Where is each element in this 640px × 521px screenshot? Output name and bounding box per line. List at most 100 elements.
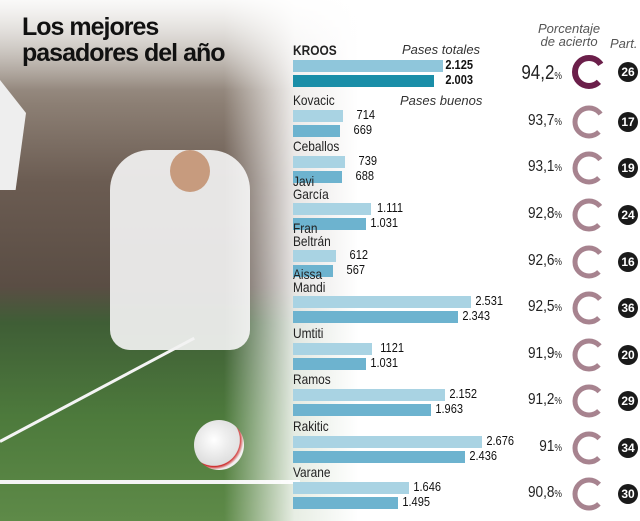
value-total: 2.676: [485, 433, 514, 448]
value-total: 612: [349, 247, 369, 262]
accuracy-value: 92,5%: [511, 298, 562, 316]
accuracy-number: 92,5: [527, 298, 555, 315]
header-line: de acierto: [540, 34, 598, 49]
matches-badge: 16: [618, 252, 638, 272]
accuracy-value: 91,9%: [511, 345, 562, 363]
accuracy-value: 91%: [511, 438, 562, 456]
ring-arc: [572, 55, 606, 89]
bar-total: [293, 343, 373, 355]
bar-good: [293, 171, 342, 183]
accuracy-ring: [571, 244, 607, 285]
accuracy-value: 93,1%: [511, 158, 562, 176]
accuracy-ring: [571, 383, 607, 424]
header-pases-totales: Pases totales: [402, 42, 481, 57]
accuracy-number: 93,7: [527, 112, 555, 129]
accuracy-number: 92,6: [527, 252, 555, 269]
accuracy-unit: %: [554, 257, 562, 268]
header-porcentaje: Porcentaje de acierto: [538, 22, 600, 48]
ring-arc: [572, 151, 606, 185]
accuracy-unit: %: [554, 163, 562, 174]
accuracy-unit: %: [554, 117, 562, 128]
matches-badge: 36: [618, 298, 638, 318]
title-line: pasadores del año: [22, 39, 226, 67]
value-good: 2.003: [445, 72, 473, 87]
matches-badge: 34: [618, 438, 638, 458]
accuracy-unit: %: [554, 443, 562, 454]
value-good: 688: [355, 168, 374, 183]
player-name: Fran Beltrán: [293, 220, 331, 249]
value-good: 669: [353, 122, 373, 137]
player-name: Varane: [293, 464, 331, 480]
ring-svg: [572, 338, 606, 372]
value-good: 1.963: [435, 401, 464, 416]
value-good: 1.495: [402, 494, 431, 509]
player-name: Kovacic: [293, 92, 335, 108]
accuracy-ring: [571, 197, 607, 238]
value-total: 1.111: [377, 200, 404, 215]
accuracy-ring: [571, 54, 607, 95]
accuracy-number: 91,9: [527, 345, 555, 362]
accuracy-number: 91,2: [527, 391, 555, 408]
ring-svg: [572, 105, 606, 139]
matches-badge: 26: [618, 62, 638, 82]
ring-arc: [572, 477, 606, 511]
bar-total: [293, 436, 482, 448]
accuracy-unit: %: [554, 350, 562, 361]
header-line: Porcentaje: [538, 21, 601, 36]
bar-total: [293, 110, 344, 122]
accuracy-unit: %: [554, 303, 562, 314]
player-name: Javi García: [293, 173, 329, 202]
page-title: Los mejores pasadores del año: [22, 14, 226, 67]
bar-good: [293, 265, 333, 277]
header-partidos: Part.: [610, 36, 638, 51]
ring-arc: [572, 431, 606, 465]
ring-arc: [572, 384, 606, 418]
matches-badge: 29: [618, 391, 638, 411]
accuracy-ring: [571, 150, 607, 191]
ring-svg: [572, 384, 606, 418]
bar-good: [293, 497, 399, 509]
accuracy-value: 92,8%: [511, 205, 562, 223]
matches-badge: 20: [618, 345, 638, 365]
accuracy-number: 91: [539, 438, 555, 455]
bar-good: [293, 451, 465, 463]
accuracy-number: 94,2: [521, 62, 555, 84]
player-name: Ramos: [293, 371, 331, 387]
player-name: Umtiti: [293, 325, 324, 341]
bar-total: [293, 482, 410, 494]
value-good: 567: [346, 262, 365, 277]
header-pases-buenos: Pases buenos: [400, 93, 483, 108]
accuracy-ring: [571, 430, 607, 471]
player-name: Rakitic: [293, 418, 329, 434]
bar-good: [293, 218, 366, 230]
ring-svg: [572, 477, 606, 511]
accuracy-ring: [571, 290, 607, 331]
matches-badge: 17: [618, 112, 638, 132]
ring-svg: [572, 431, 606, 465]
ring-svg: [572, 151, 606, 185]
matches-badge: 30: [618, 484, 638, 504]
accuracy-unit: %: [554, 396, 562, 407]
player-name: Ceballos: [293, 138, 340, 154]
value-good: 2.343: [462, 308, 491, 323]
ring-svg: [572, 198, 606, 232]
bar-good: [293, 358, 366, 370]
ring-arc: [572, 291, 606, 325]
accuracy-unit: %: [554, 210, 562, 221]
bar-total: [293, 250, 337, 262]
accuracy-number: 92,8: [527, 205, 555, 222]
value-total: 2.152: [449, 386, 477, 401]
accuracy-value: 93,7%: [511, 112, 562, 130]
bar-total: [293, 156, 346, 168]
accuracy-value: 90,8%: [511, 484, 562, 502]
value-total: 714: [356, 107, 376, 122]
accuracy-number: 93,1: [527, 158, 555, 175]
matches-badge: 24: [618, 205, 638, 225]
bar-good: [293, 125, 341, 137]
ring-arc: [572, 245, 606, 279]
matches-badge: 19: [618, 158, 638, 178]
bar-total: [293, 60, 443, 72]
value-total: 2.125: [445, 57, 473, 72]
value-total: 739: [358, 153, 378, 168]
accuracy-unit: %: [554, 489, 562, 500]
